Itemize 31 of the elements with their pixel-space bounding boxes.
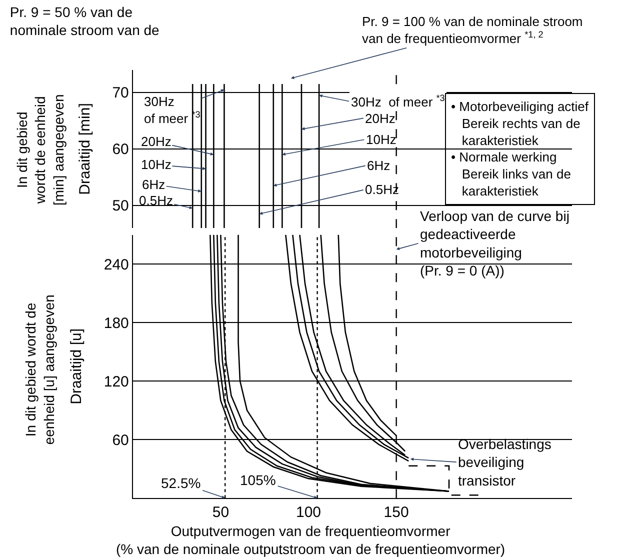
x-axis-title: Outputvermogen van de frequentieomvormer (% van de nominale outputstroom van de frequentieomvormer) (116, 523, 506, 558)
y-tick-label: 60 (112, 432, 129, 449)
ref-line-label: 52.5% (161, 475, 201, 491)
chart-title: Pr. 9 = 50 % van de nominale stroom van de (10, 4, 160, 38)
annotation: 30Hz of meer $^{*3}$ (351, 93, 445, 110)
annotation: 0.5Hz (365, 182, 399, 197)
y-tick-label: 180 (104, 314, 129, 332)
y-tick-label: 50 (112, 198, 129, 215)
ref-line-label: 105% (240, 472, 276, 488)
annotation: Verloop van de curve bij gedeactiveerde motorbeveiliging (Pr. 9 = 0 (A)) (420, 208, 570, 279)
annotation: 20Hz (141, 134, 172, 149)
y-tick-label: 70 (112, 84, 129, 102)
annotation: 20Hz (365, 111, 396, 126)
annotation: Pr. 9 = 100 % van de nominale stroom van de frequentieomvormer $^{*1, 2}$ (362, 14, 583, 46)
text: In dit gebied wordt de eenheid [u] aangegeven (22, 294, 57, 445)
text: In dit gebied wordt de eenheid [min] aangegeven (14, 94, 66, 206)
y-tick-label: 120 (104, 373, 129, 390)
annotation: 6Hz (367, 158, 390, 173)
y-axis-title: Draaitijd [u] (68, 328, 86, 404)
x-tick-label: 50 (212, 504, 230, 522)
annotation: Overbelastings beveiliging transistor (458, 436, 552, 488)
annotation: 6Hz (142, 177, 166, 192)
y-tick-label: 240 (104, 256, 129, 274)
annotation: 10Hz (366, 132, 396, 147)
annotation: • Motorbeveiliging actief Bereik rechts van de karakteristiek • Normale werking Bereik links van de karakteristiek (451, 99, 589, 198)
x-tick-label: 150 (384, 504, 409, 522)
x-tick-label: 100 (296, 504, 322, 522)
y-tick-label: 60 (112, 141, 129, 158)
annotation: 10Hz (141, 157, 172, 172)
y-axis-title: Draaitijd [min] (76, 103, 94, 195)
annotation: 0.5Hz (139, 193, 173, 208)
